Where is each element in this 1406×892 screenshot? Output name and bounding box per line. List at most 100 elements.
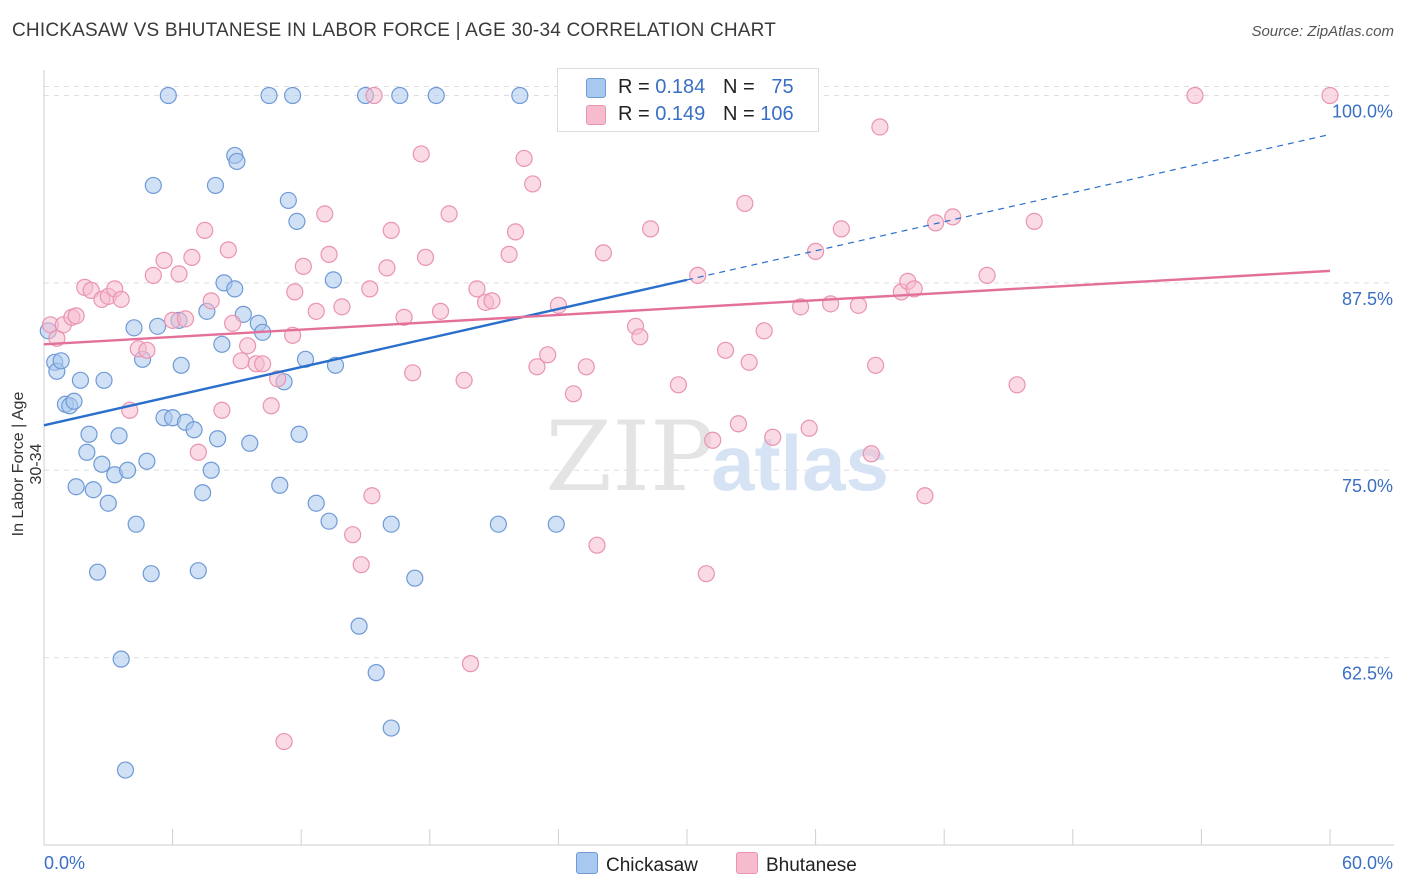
data-point [344,526,362,544]
data-point [148,317,167,335]
data-point [172,356,190,374]
data-point [871,118,889,136]
data-point [144,266,162,284]
legend-swatch-chickasaw [586,78,606,98]
data-point [95,371,113,389]
data-point [84,481,102,499]
data-point [254,355,272,373]
data-point [260,86,278,105]
data-point [704,431,722,449]
data-point [528,358,546,376]
legend-r-value: 0.184 [655,76,706,98]
data-point [99,494,117,512]
data-point [944,208,962,226]
data-point [52,352,70,370]
data-point [202,292,220,310]
data-point [455,371,473,389]
data-point [395,308,413,326]
data-point [594,244,613,262]
data-point [65,392,83,410]
data-point [232,352,250,370]
data-point [333,298,351,316]
data-point [239,337,257,355]
data-point [350,617,368,635]
data-point [641,220,660,238]
data-point [800,419,818,437]
data-point [382,221,400,239]
data-point [88,563,107,581]
data-point [196,221,214,239]
data-point [404,364,422,382]
data-point [112,290,130,308]
data-point [213,335,231,353]
axes [43,70,1394,846]
grid-lines [44,85,1394,659]
data-point [416,248,435,266]
bhutanese-series [41,86,1339,751]
legend-r-label: R = [618,103,650,125]
y-tick-label: 100.0% [1332,101,1393,121]
data-point [226,280,244,298]
data-point [412,145,430,163]
data-point [262,397,280,415]
bottom-legend-swatch-chickasaw [576,852,598,874]
data-point [307,494,325,512]
bhutanese-trend-line [43,269,1331,346]
data-point [361,280,379,298]
data-point [791,298,810,316]
data-point [275,732,293,751]
data-point [67,307,85,325]
data-point [511,86,529,105]
data-point [547,515,565,533]
data-point [144,176,162,195]
data-point [127,515,145,533]
data-point [320,512,338,530]
x-tick-label: 60.0% [1342,853,1393,873]
data-point [927,214,945,232]
data-point [378,259,396,277]
data-point [382,515,400,533]
data-point [307,302,325,320]
data-point [118,461,137,479]
data-point [740,353,758,371]
data-point [155,251,173,269]
data-point [290,425,308,443]
data-point [189,562,207,580]
data-point [176,310,195,328]
source-label: Source: ZipAtlas.com [1251,23,1394,40]
data-point [241,434,259,452]
data-point [978,266,996,284]
data-point [324,271,342,289]
data-point [269,370,287,388]
data-point [159,86,177,105]
data-point [194,484,212,502]
bottom-legend-label-chickasaw: Chickasaw [606,855,698,876]
data-point [697,565,715,583]
data-point [202,461,220,479]
data-point [185,421,203,439]
data-point [209,430,227,448]
data-point [1321,86,1339,105]
chickasaw-trend-line [43,278,688,427]
data-point [916,487,934,505]
data-point [219,241,237,259]
data-point [832,220,850,238]
legend-n-label: N = [723,76,755,98]
data-point [631,328,649,346]
data-point [391,86,409,105]
data-point [110,427,128,445]
tick-labels: 62.5% 75.0% 87.5% 100.0% 0.0% 60.0% [44,101,1393,873]
chickasaw-series [39,86,565,779]
data-point [138,452,156,470]
data-point [125,319,143,337]
bottom-legend-bhutanese: Bhutanese [736,852,857,877]
data-point [189,443,207,461]
data-point [284,86,302,105]
legend-r-label: R = [618,76,650,98]
watermark: ZIP atlas [545,401,889,513]
bottom-legend-label-bhutanese: Bhutanese [766,855,857,876]
data-point [806,242,825,260]
data-point [564,385,583,403]
bottom-legend-chickasaw: Chickasaw [576,852,698,877]
